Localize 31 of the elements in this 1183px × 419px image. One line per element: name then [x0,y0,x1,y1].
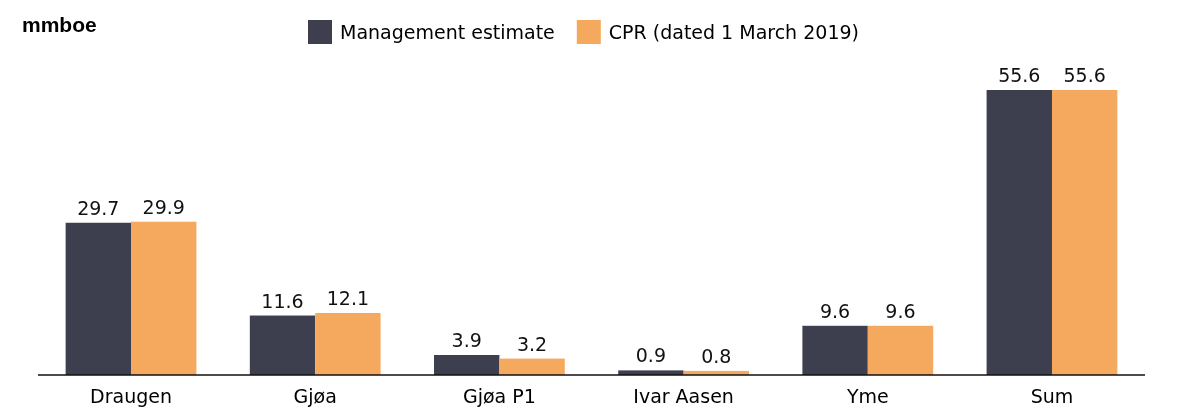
legend-label: Management estimate [340,21,555,43]
x-tick-label: Ivar Aasen [633,385,734,407]
data-label: 9.6 [885,299,916,322]
bar [434,355,500,375]
data-label: 0.8 [701,344,732,367]
bar [986,90,1052,375]
x-tick-label: Sum [1030,385,1074,407]
bar [1051,90,1118,375]
bar [65,222,132,375]
legend-label: CPR (dated 1 March 2019) [608,21,859,43]
data-label: 11.6 [261,289,304,312]
bar [867,325,934,375]
data-label: 0.9 [635,344,667,367]
bar [315,312,381,375]
bar [802,325,868,375]
x-tick-label: Yme [845,385,889,407]
data-label: 9.6 [819,299,851,322]
x-tick-label: Draugen [90,385,172,407]
data-label: 3.9 [451,329,482,352]
bar [499,358,565,375]
data-label: 55.6 [1063,64,1106,86]
bar [249,315,316,375]
data-label: 29.9 [142,195,185,218]
bar [131,221,197,375]
data-label: 55.6 [998,64,1041,86]
data-label: 3.2 [516,332,548,355]
chart-title: mmboe [22,13,97,36]
data-label: 29.7 [77,196,120,219]
data-label: 12.1 [326,286,370,309]
x-tick-label: Gjøa P1 [462,385,536,407]
x-tick-label: Gjøa [293,385,337,407]
